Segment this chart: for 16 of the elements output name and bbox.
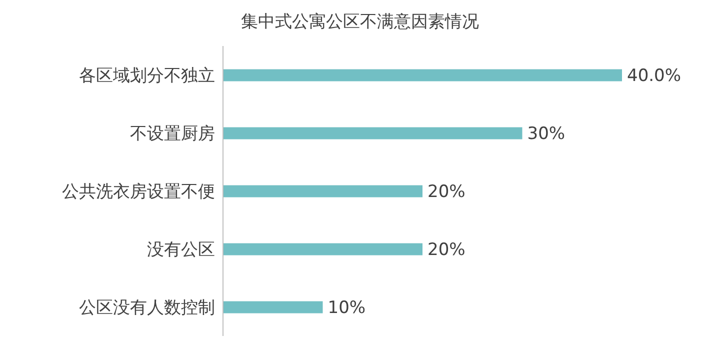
data-label: 30%: [527, 124, 566, 144]
bar: [223, 69, 622, 82]
bar: [223, 243, 422, 256]
y-tick-label: 公共洗衣房设置不便: [62, 182, 215, 202]
data-label: 10%: [328, 298, 366, 318]
y-tick-label: 公区没有人数控制: [79, 298, 215, 318]
chart-title: 集中式公寓公区不满意因素情况: [240, 11, 480, 34]
bar: [223, 185, 422, 198]
y-tick-label: 不设置厨房: [130, 124, 215, 144]
y-tick-label: 各区域划分不独立: [79, 66, 215, 86]
data-label: 40.0%: [627, 66, 682, 86]
data-label: 20%: [428, 182, 466, 202]
bar: [223, 301, 323, 314]
data-label: 20%: [428, 240, 466, 260]
y-tick-label: 没有公区: [147, 240, 215, 260]
bar: [223, 127, 522, 140]
